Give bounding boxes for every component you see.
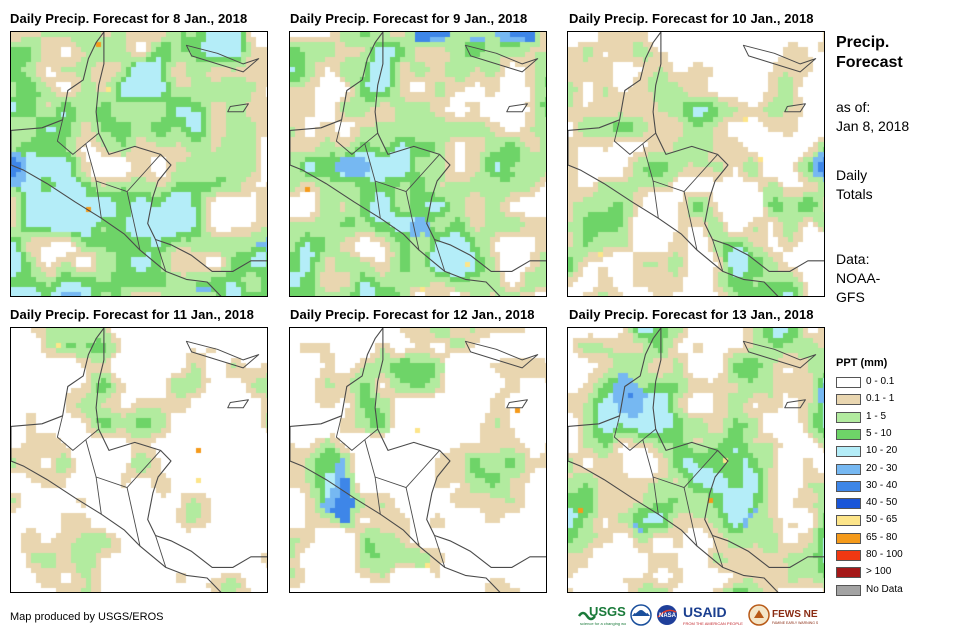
panel-title-3: Daily Precip. Forecast for 10 Jan., 2018 xyxy=(569,11,814,26)
coastline-overlay xyxy=(568,328,824,592)
legend-swatch xyxy=(836,550,861,561)
svg-text:USAID: USAID xyxy=(683,604,727,620)
nasa-logo: NASA xyxy=(657,605,677,625)
coastline-overlay xyxy=(290,328,546,592)
legend-label: > 100 xyxy=(866,566,892,578)
legend-label: 65 - 80 xyxy=(866,531,898,543)
legend-label: 1 - 5 xyxy=(866,410,887,422)
legend-label: 10 - 20 xyxy=(866,445,898,457)
precip-raster-3 xyxy=(568,32,824,296)
panel-title-6: Daily Precip. Forecast for 13 Jan., 2018 xyxy=(569,307,814,322)
totals-line1: Daily xyxy=(836,167,868,183)
map-panel-1 xyxy=(10,31,268,297)
legend-swatch xyxy=(836,394,861,406)
legend-label: 30 - 40 xyxy=(866,479,898,491)
legend-swatch xyxy=(836,411,861,423)
svg-text:NASA: NASA xyxy=(659,613,677,619)
data-source-line3: GFS xyxy=(836,289,865,305)
legend-label: No Data xyxy=(866,583,903,595)
legend-swatch xyxy=(836,446,861,458)
legend-label: 40 - 50 xyxy=(866,497,898,509)
data-source-line2: NOAA- xyxy=(836,270,881,286)
asof-label: as of: xyxy=(836,99,871,115)
usaid-logo: USAID FROM THE AMERICAN PEOPLE xyxy=(683,604,743,626)
side-title-line2: Forecast xyxy=(836,54,903,71)
side-title-line1: Precip. xyxy=(836,34,890,51)
legend-swatch xyxy=(836,515,861,527)
precip-raster-1 xyxy=(11,32,267,296)
legend-swatch xyxy=(836,532,861,544)
panel-title-5: Daily Precip. Forecast for 12 Jan., 2018 xyxy=(290,307,535,322)
legend-swatch xyxy=(836,584,861,596)
legend-swatch xyxy=(836,567,861,579)
legend-label: 20 - 30 xyxy=(866,462,898,474)
map-panel-4 xyxy=(10,327,268,593)
legend-label: 0.1 - 1 xyxy=(866,393,895,405)
fews-net-logo: FEWS NET FAMINE EARLY WARNING SYSTEMS NE… xyxy=(748,604,818,626)
precip-raster-6 xyxy=(568,328,824,592)
usgs-logo: USGS science for a changing world xyxy=(578,604,626,626)
noaa-logo xyxy=(630,604,652,626)
legend-label: 0 - 0.1 xyxy=(866,376,895,387)
precip-raster-5 xyxy=(290,328,546,592)
legend-label: 5 - 10 xyxy=(866,427,892,439)
map-panel-3 xyxy=(567,31,825,297)
map-panel-5 xyxy=(289,327,547,593)
svg-text:FROM THE AMERICAN PEOPLE: FROM THE AMERICAN PEOPLE xyxy=(683,621,743,626)
map-panel-6 xyxy=(567,327,825,593)
asof-date: Jan 8, 2018 xyxy=(836,118,910,134)
coastline-overlay xyxy=(11,32,267,296)
legend-swatch xyxy=(836,480,861,492)
panel-title-2: Daily Precip. Forecast for 9 Jan., 2018 xyxy=(290,11,528,26)
coastline-overlay xyxy=(290,32,546,296)
legend-swatch xyxy=(836,498,861,510)
legend-label: 50 - 65 xyxy=(866,514,898,526)
svg-text:USGS: USGS xyxy=(589,604,626,619)
svg-text:FEWS NET: FEWS NET xyxy=(772,609,818,620)
svg-text:FAMINE EARLY WARNING SYSTEMS N: FAMINE EARLY WARNING SYSTEMS NETWORK xyxy=(772,621,818,625)
panel-title-1: Daily Precip. Forecast for 8 Jan., 2018 xyxy=(10,11,248,26)
coastline-overlay xyxy=(11,328,267,592)
legend-swatch xyxy=(836,428,861,440)
precip-raster-4 xyxy=(11,328,267,592)
map-credit: Map produced by USGS/EROS xyxy=(10,611,164,623)
coastline-overlay xyxy=(568,32,824,296)
legend-title: PPT (mm) xyxy=(836,357,888,369)
svg-text:science for a changing world: science for a changing world xyxy=(580,621,626,626)
totals-line2: Totals xyxy=(836,186,873,202)
data-source-line1: Data: xyxy=(836,251,870,267)
legend-label: 80 - 100 xyxy=(866,549,903,560)
legend-swatch xyxy=(836,463,861,475)
legend-swatch xyxy=(836,377,861,388)
precip-raster-2 xyxy=(290,32,546,296)
panel-title-4: Daily Precip. Forecast for 11 Jan., 2018 xyxy=(10,307,254,322)
map-panel-2 xyxy=(289,31,547,297)
